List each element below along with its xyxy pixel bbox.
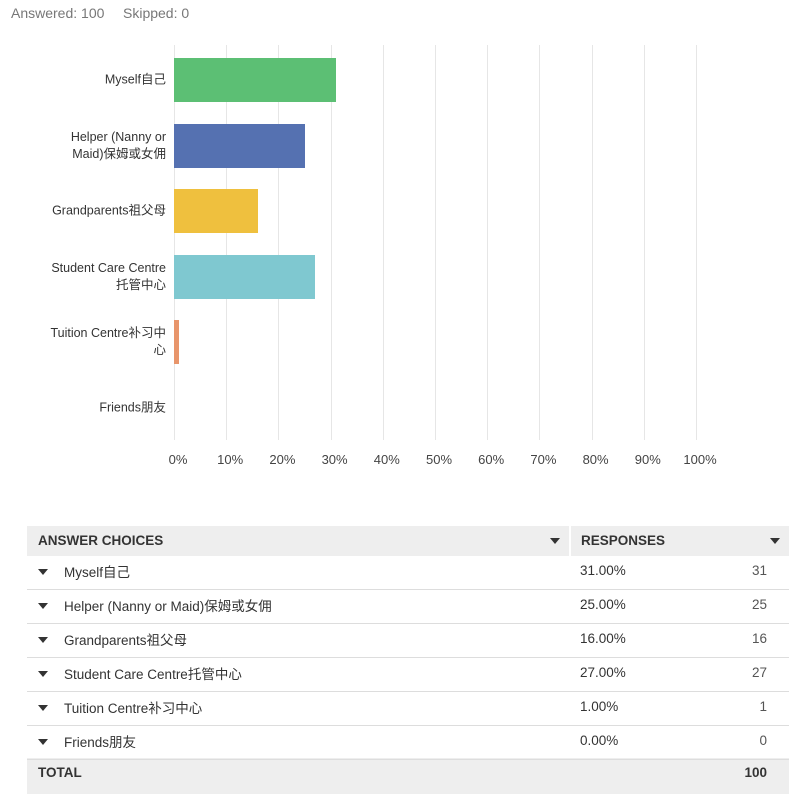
total-count: 100: [744, 765, 767, 780]
x-tick-label: 20%: [269, 452, 296, 467]
count: 27: [751, 665, 767, 680]
category-label: Tuition Centre补习中心: [50, 326, 166, 357]
table-header[interactable]: RESPONSES: [571, 526, 789, 556]
table-row: Helper (Nanny or Maid)保姆或女佣 25.00% 25: [27, 590, 789, 624]
percent: 31.00%: [580, 563, 626, 578]
grid-line: [382, 45, 384, 440]
bar: [174, 254, 315, 299]
category-label: Helper (Nanny or Maid)保姆或女佣: [70, 129, 166, 161]
row-arrow[interactable]: [38, 637, 48, 643]
bar: [174, 189, 258, 233]
x-tick-label: 70%: [530, 452, 557, 467]
total-row: TOTAL 100: [27, 758, 789, 794]
header-responses: RESPONSES: [581, 533, 666, 548]
grid-line: [591, 45, 593, 440]
grid-line: [539, 45, 541, 440]
grid-line: [226, 45, 228, 440]
count: 0: [759, 733, 767, 748]
row-arrow[interactable]: [38, 671, 48, 677]
percent: 1.00%: [580, 699, 619, 714]
x-tick-label: 90%: [634, 452, 661, 467]
grid-line: [696, 45, 697, 440]
table-row: Myself自己 31.00% 31: [27, 556, 789, 590]
percent: 25.00%: [580, 597, 626, 612]
choice: Grandparents祖父母: [64, 633, 188, 648]
count: 16: [751, 631, 767, 646]
choice: Tuition Centre补习中心: [64, 701, 203, 716]
percent: 0.00%: [580, 733, 619, 748]
table-header[interactable]: ANSWER CHOICES: [27, 526, 569, 556]
answered-label: Answered:: [11, 5, 78, 21]
sort-arrow[interactable]: [550, 538, 560, 544]
bar: [174, 320, 180, 364]
x-tick-label: 30%: [321, 452, 348, 467]
grid-line: [487, 45, 489, 440]
sort-arrow[interactable]: [770, 538, 780, 544]
table-row: Tuition Centre补习中心 1.00% 1: [27, 692, 789, 726]
row-arrow[interactable]: [38, 603, 48, 609]
row-arrow[interactable]: [38, 569, 48, 575]
count: 1: [759, 699, 767, 714]
grid-line: [174, 45, 175, 440]
x-tick-label: 50%: [425, 452, 453, 467]
x-tick-label: 40%: [373, 452, 400, 467]
grid-line: [435, 45, 436, 440]
x-tick-label: 0%: [168, 452, 188, 467]
percent: 27.00%: [580, 665, 626, 680]
table-row: Grandparents祖父母 16.00% 16: [27, 624, 789, 658]
table-row: Friends朋友 0.00% 0: [27, 726, 789, 760]
x-tick-label: 10%: [217, 452, 244, 467]
category-label: Grandparents祖父母: [52, 203, 166, 218]
bar: [174, 58, 336, 102]
choice: Myself自己: [64, 565, 131, 580]
skipped: Skipped: 0: [123, 5, 189, 21]
table-row: Student Care Centre托管中心 27.00% 27: [27, 658, 789, 692]
x-tick-label: 80%: [582, 452, 609, 467]
x-tick-label: 100%: [683, 452, 717, 467]
x-tick-label: 60%: [478, 452, 505, 467]
answered: Answered: 100: [11, 5, 104, 21]
category-label: Friends朋友: [99, 400, 166, 414]
row-arrow[interactable]: [38, 705, 48, 711]
answered-count: 100: [81, 5, 105, 21]
count: 31: [751, 563, 767, 578]
category-label: Myself自己: [104, 72, 166, 87]
skipped-count: 0: [181, 5, 190, 21]
skipped-label: Skipped:: [123, 5, 178, 21]
row-arrow[interactable]: [38, 739, 48, 745]
header-choices: ANSWER CHOICES: [38, 533, 164, 548]
grid-line: [330, 45, 332, 440]
count: 25: [751, 597, 767, 612]
total-label: TOTAL: [38, 765, 82, 780]
choice: Helper (Nanny or Maid)保姆或女佣: [64, 599, 272, 614]
choice: Student Care Centre托管中心: [64, 667, 242, 682]
percent: 16.00%: [580, 631, 626, 646]
category-label: Student Care Centre托管中心: [51, 260, 166, 292]
grid-line: [278, 45, 280, 440]
choice: Friends朋友: [64, 735, 137, 750]
bar: [174, 123, 305, 168]
grid-line: [643, 45, 645, 440]
